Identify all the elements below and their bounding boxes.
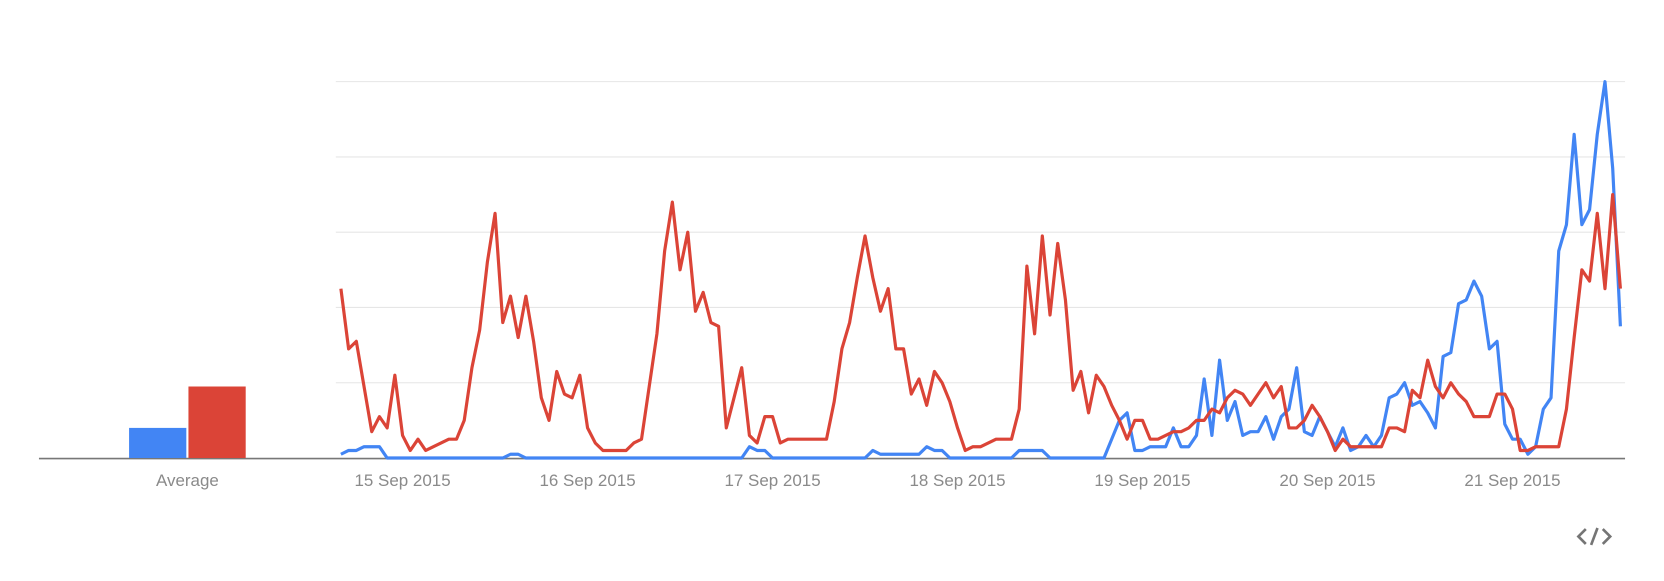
x-tick-label: 18 Sep 2015 xyxy=(909,471,1005,490)
embed-icon[interactable] xyxy=(1576,527,1613,546)
x-tick-label: 16 Sep 2015 xyxy=(539,471,635,490)
x-tick-label: 17 Sep 2015 xyxy=(724,471,820,490)
x-tick-label: 20 Sep 2015 xyxy=(1279,471,1375,490)
x-tick-label: 21 Sep 2015 xyxy=(1464,471,1560,490)
x-tick-label: 15 Sep 2015 xyxy=(354,471,450,490)
series-line xyxy=(340,80,1622,460)
plot-area xyxy=(129,80,1622,460)
x-tick-label: 19 Sep 2015 xyxy=(1094,471,1190,490)
grid xyxy=(335,81,1626,384)
average-bar xyxy=(129,427,187,459)
x-tick-label: Average xyxy=(156,471,219,490)
average-bar xyxy=(188,386,246,459)
series-line xyxy=(339,192,1622,453)
